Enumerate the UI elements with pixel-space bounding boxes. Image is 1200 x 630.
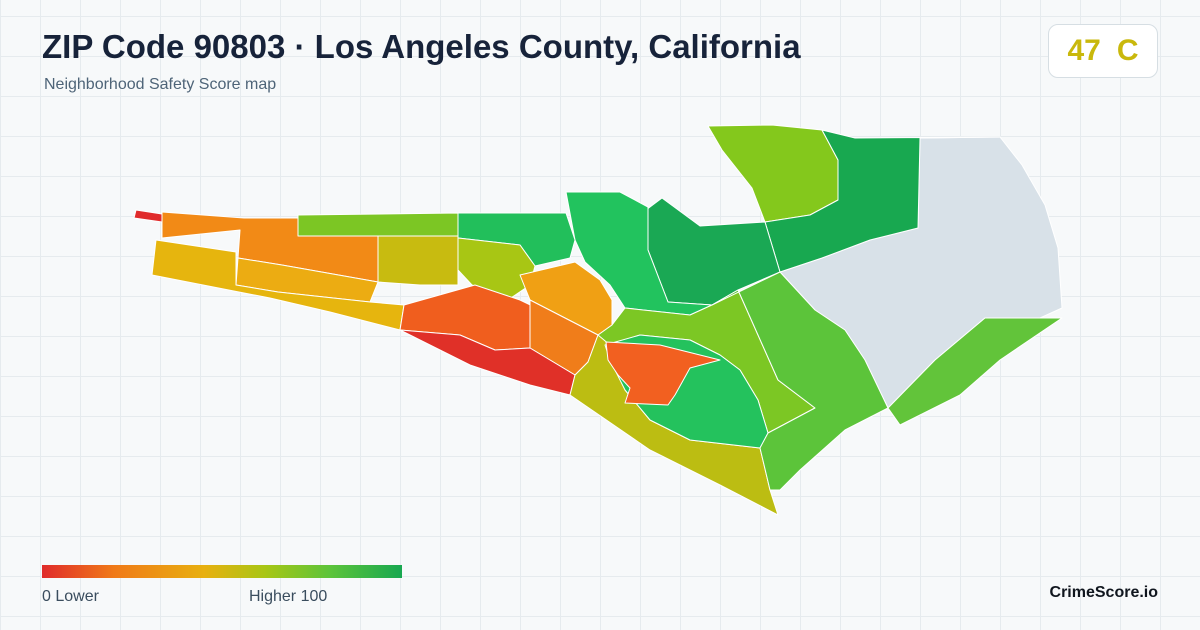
brand-name: CrimeScore.io [1049,584,1158,601]
region-inner-orange[interactable] [605,341,721,406]
region-yellow-block[interactable] [377,235,459,286]
region-west-tip[interactable] [133,209,163,223]
score-badge: 47 C [1048,24,1158,78]
score-value: 47 [1067,34,1101,67]
region-southwest-red[interactable] [399,329,576,396]
legend-min-label: 0 Lower [42,588,99,605]
region-upper-yellowgreen[interactable] [457,237,536,301]
region-southeast-green[interactable] [887,317,1063,426]
legend-gradient-bar [42,565,402,578]
region-east-green[interactable] [711,271,889,491]
region-upper-light-green[interactable] [297,212,459,239]
region-north-green[interactable] [764,129,1001,273]
legend-max-label: Higher 100 [249,588,328,605]
page-subtitle: Neighborhood Safety Score map [44,76,277,93]
region-north-light[interactable] [707,124,839,223]
score-grade: C [1116,34,1139,67]
page-title: ZIP Code 90803 · Los Angeles County, Cal… [42,28,801,65]
